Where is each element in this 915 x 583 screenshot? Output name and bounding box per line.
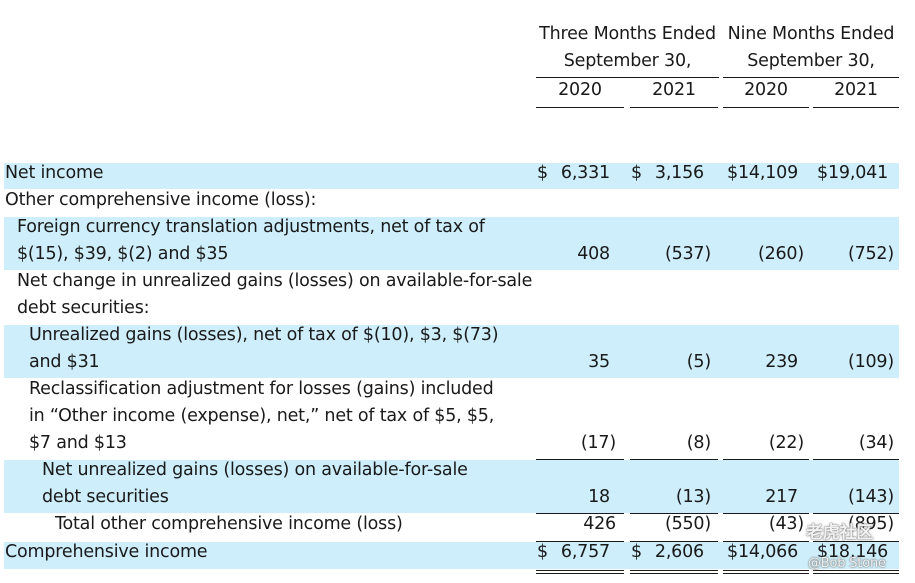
comprehensive-double-rule-3a — [723, 570, 809, 571]
comprehensive-q2021: 2,606 — [654, 542, 704, 562]
header-rule-three-months — [536, 77, 719, 78]
row-bg-net-income — [4, 163, 899, 189]
unrealized-9m2020: 239 — [765, 352, 798, 372]
net-unrealized-rule-3 — [723, 513, 809, 514]
watermark-community: 老虎社区 — [806, 523, 874, 543]
net-income-9m2020: $14,109 — [727, 163, 798, 183]
header-rule-nine-months — [723, 77, 899, 78]
comprehensive-q2020: 6,757 — [560, 542, 610, 562]
row-bg-fx — [4, 217, 899, 270]
header-nine-months-line1: Nine Months Ended — [727, 24, 895, 44]
reclass-9m2020: (22) — [768, 433, 804, 453]
header-year-9m-2021: 2021 — [834, 80, 878, 100]
header-year-q-2021: 2021 — [652, 80, 696, 100]
comprehensive-double-rule-4b — [813, 573, 899, 574]
reclass-rule-3 — [723, 459, 809, 460]
header-three-months-line2: September 30, — [563, 51, 692, 71]
watermark-user: @Bob Stone — [808, 556, 886, 571]
net-unrealized-q2021: (13) — [675, 487, 711, 507]
total-oci-rule-2 — [630, 541, 718, 542]
reclass-rule-1 — [536, 459, 624, 460]
reclass-q2020: (17) — [580, 433, 616, 453]
fx-9m2020: (260) — [757, 244, 804, 264]
year-rule-4 — [813, 107, 899, 108]
comprehensive-9m2020: $14,066 — [727, 542, 798, 562]
net-unrealized-label-line1: Net unrealized gains (losses) on availab… — [42, 460, 468, 480]
net-unrealized-rule-2 — [630, 513, 718, 514]
fx-label-line2: $(15), $39, $(2) and $35 — [17, 244, 229, 264]
unrealized-q2020: 35 — [588, 352, 610, 372]
comprehensive-double-rule-3b — [723, 573, 809, 574]
header-year-9m-2020: 2020 — [744, 80, 788, 100]
total-oci-rule-1 — [536, 541, 624, 542]
reclass-9m2021: (34) — [858, 433, 894, 453]
net-income-q2021-dollar: $ — [631, 163, 642, 183]
total-oci-9m2020: (43) — [768, 514, 804, 534]
total-oci-q2021: (550) — [664, 514, 711, 534]
comprehensive-9m2021: $18,146 — [817, 542, 888, 562]
unrealized-9m2021: (109) — [847, 352, 894, 372]
net-change-label-line2: debt securities: — [17, 298, 150, 318]
comprehensive-q2020-dollar: $ — [537, 542, 548, 562]
net-income-q2021: 3,156 — [654, 163, 704, 183]
net-income-label: Net income — [5, 163, 104, 183]
reclass-label-line3: $7 and $13 — [29, 433, 127, 453]
year-rule-3 — [723, 107, 809, 108]
net-income-q2020-dollar: $ — [537, 163, 548, 183]
comprehensive-double-rule-1b — [536, 573, 624, 574]
net-change-label-line1: Net change in unrealized gains (losses) … — [17, 271, 533, 291]
reclass-q2021: (8) — [686, 433, 711, 453]
total-oci-9m2021: (895) — [847, 514, 894, 534]
net-unrealized-rule-4 — [813, 513, 899, 514]
header-three-months-line1: Three Months Ended — [539, 24, 716, 44]
unrealized-q2021: (5) — [686, 352, 711, 372]
fx-9m2021: (752) — [847, 244, 894, 264]
net-unrealized-q2020: 18 — [588, 487, 610, 507]
total-oci-label: Total other comprehensive income (loss) — [55, 514, 403, 534]
fx-q2020: 408 — [577, 244, 610, 264]
fx-q2021: (537) — [664, 244, 711, 264]
net-income-9m2021: $19,041 — [817, 163, 888, 183]
net-unrealized-rule-1 — [536, 513, 624, 514]
header-nine-months-line2: September 30, — [747, 51, 875, 71]
total-oci-rule-3 — [723, 541, 809, 542]
net-unrealized-9m2021: (143) — [847, 487, 894, 507]
comprehensive-double-rule-1a — [536, 570, 624, 571]
reclass-rule-4 — [813, 459, 899, 460]
unrealized-label-line1: Unrealized gains (losses), net of tax of… — [29, 325, 499, 345]
net-unrealized-9m2020: 217 — [765, 487, 798, 507]
comprehensive-double-rule-2b — [630, 573, 718, 574]
oci-heading: Other comprehensive income (loss): — [5, 190, 317, 210]
comprehensive-q2021-dollar: $ — [631, 542, 642, 562]
reclass-label-line2: in “Other income (expense), net,” net of… — [29, 406, 495, 426]
total-oci-rule-4 — [813, 541, 899, 542]
unrealized-label-line2: and $31 — [29, 352, 100, 372]
row-bg-unrealized — [4, 325, 899, 378]
fx-label-line1: Foreign currency translation adjustments… — [17, 217, 485, 237]
reclass-label-line1: Reclassification adjustment for losses (… — [29, 379, 494, 399]
row-bg-comprehensive — [4, 542, 899, 569]
year-rule-1 — [536, 107, 624, 108]
comprehensive-double-rule-2a — [630, 570, 718, 571]
comprehensive-double-rule-4a — [813, 570, 899, 571]
reclass-rule-2 — [630, 459, 718, 460]
net-income-q2020: 6,331 — [560, 163, 610, 183]
net-unrealized-label-line2: debt securities — [42, 487, 169, 507]
row-bg-net-unrealized — [4, 460, 899, 513]
total-oci-q2020: 426 — [583, 514, 616, 534]
header-year-q-2020: 2020 — [558, 80, 602, 100]
comprehensive-income-label: Comprehensive income — [5, 542, 208, 562]
year-rule-2 — [630, 107, 718, 108]
